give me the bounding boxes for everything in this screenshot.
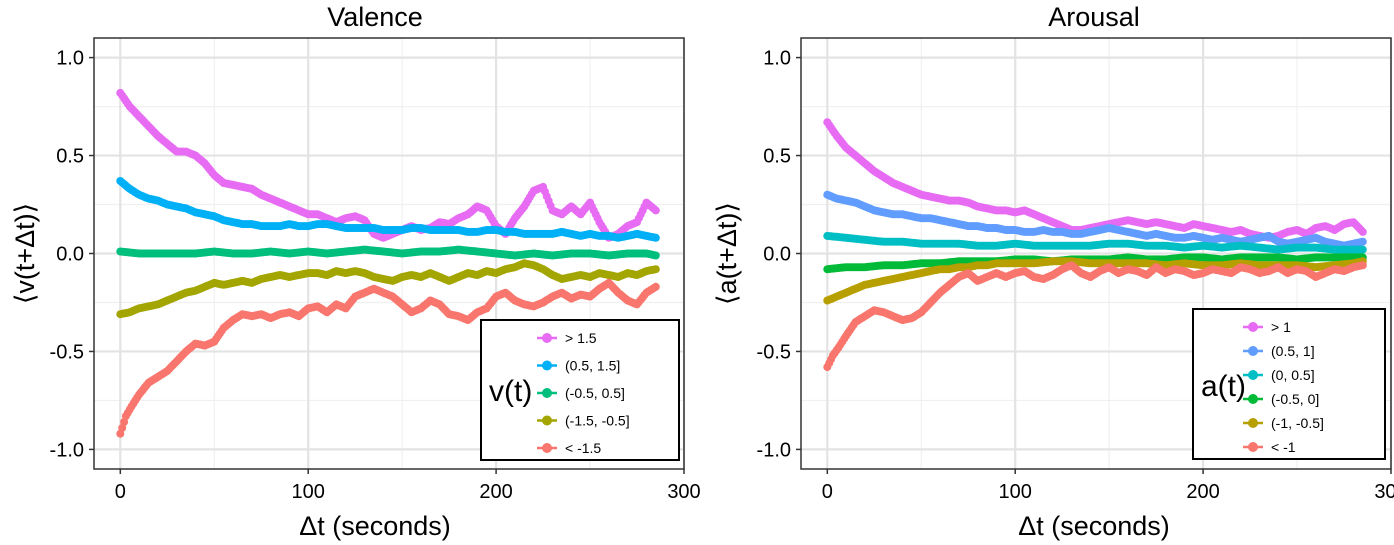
series-1: [116, 177, 660, 242]
legend-key-marker: [542, 388, 552, 398]
y-tick-label: 1.0: [56, 48, 84, 70]
legend: a(t) > 1 (0.5, 1] (0, 0.5] (-0.5, 0] (-1, -0.…: [1192, 308, 1386, 460]
legend-key-marker: [1248, 418, 1258, 428]
y-tick-label: 0.0: [763, 244, 791, 266]
data-point: [651, 251, 660, 260]
x-tick-label: 0: [115, 481, 126, 503]
data-point: [1358, 227, 1367, 236]
legend-label: (0, 0.5]: [1271, 367, 1315, 383]
legend-label: < -1: [1271, 439, 1296, 455]
legend-box: [1192, 308, 1386, 460]
legend-key-marker: [1248, 442, 1258, 452]
chart-title: Valence: [327, 2, 423, 32]
y-axis-label: ⟨v(t+Δt)⟩: [10, 203, 40, 304]
y-tick-label: -0.5: [757, 341, 791, 363]
legend-label: (-1.5, -0.5]: [565, 413, 630, 429]
legend-key-marker: [542, 415, 552, 426]
x-tick-label: 300: [1374, 481, 1394, 503]
x-tick-label: 300: [667, 481, 700, 503]
legend-key-marker: [542, 443, 552, 453]
data-point: [1358, 245, 1367, 254]
data-point: [651, 206, 660, 215]
series-2: [823, 231, 1367, 254]
y-tick-label: -1.0: [757, 439, 791, 461]
series-5: [823, 261, 1367, 372]
data-point: [651, 282, 660, 291]
legend: v(t) > 1.5 (0.5, 1.5] (-0.5, 0.5] (-1.5, -0.…: [480, 319, 680, 461]
chart-panel-valence: 1.0 0.5 0.0 -0.5 -1.0 0 100 200 300 Valence Δt (se…: [10, 2, 701, 541]
data-point: [1358, 237, 1367, 246]
y-tick-label: 0.5: [763, 146, 791, 168]
legend-label: < -1.5: [565, 440, 601, 456]
x-tick-label: 0: [822, 481, 833, 503]
x-axis-label: Δt (seconds): [1018, 511, 1170, 541]
legend-label: (-1, -0.5]: [1271, 415, 1324, 431]
legend-label: > 1.5: [565, 330, 597, 346]
x-tick-label: 200: [479, 481, 512, 503]
legend-key-marker: [1248, 322, 1258, 332]
data-point: [651, 233, 660, 242]
legend-key-marker: [1248, 394, 1258, 404]
legend-label: (-0.5, 0]: [1271, 391, 1319, 407]
legend-label: (0.5, 1]: [1271, 343, 1315, 359]
legend-title: v(t): [489, 375, 532, 408]
legend-label: > 1: [1271, 319, 1291, 335]
series-3: [116, 259, 660, 319]
x-axis-label: Δt (seconds): [299, 511, 451, 541]
series-4: [116, 278, 660, 438]
x-tick-label: 200: [1186, 481, 1219, 503]
legend-label: (0.5, 1.5]: [565, 358, 620, 374]
chart-panel-arousal: 1.0 0.5 0.0 -0.5 -1.0 0 100 200 300 Arousal Δt (se…: [712, 2, 1394, 541]
legend-key-marker: [542, 360, 552, 371]
x-tick-label: 100: [292, 481, 325, 503]
y-tick-label: 1.0: [763, 48, 791, 70]
x-tick-label: 100: [999, 481, 1032, 503]
y-tick-label: 0.0: [56, 244, 84, 266]
legend-title: a(t): [1201, 370, 1246, 403]
legend-label: (-0.5, 0.5]: [565, 385, 625, 401]
chart-title: Arousal: [1048, 2, 1140, 32]
y-tick-label: -1.0: [50, 439, 84, 461]
legend-key-marker: [1248, 370, 1258, 380]
legend-box: [480, 319, 680, 461]
data-point: [1358, 261, 1367, 270]
y-tick-label: 0.5: [56, 146, 84, 168]
series-4: [823, 257, 1367, 305]
series-2: [116, 245, 660, 260]
legend-key-marker: [542, 333, 552, 343]
y-tick-label: -0.5: [50, 341, 84, 363]
data-point: [651, 265, 660, 274]
legend-key-marker: [1248, 346, 1258, 356]
y-axis-label: ⟨a(t+Δt)⟩: [712, 202, 742, 305]
